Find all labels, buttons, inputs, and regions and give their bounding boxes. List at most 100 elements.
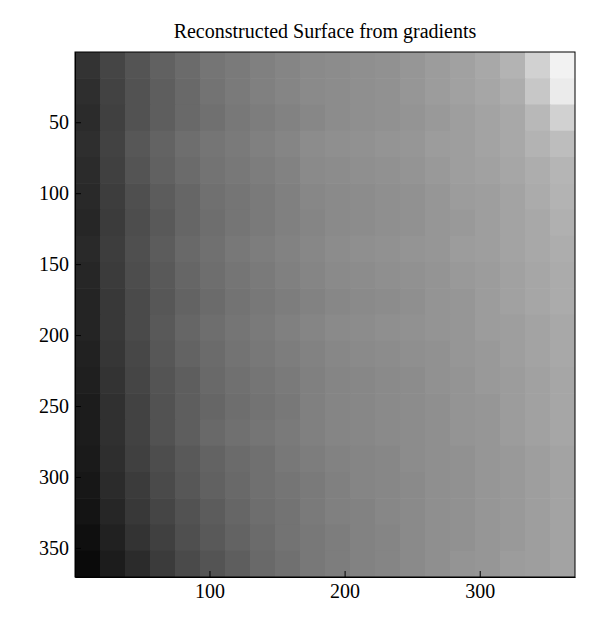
cell bbox=[275, 105, 301, 132]
cell bbox=[500, 183, 526, 210]
cell bbox=[375, 446, 401, 473]
tick: 250 bbox=[39, 395, 81, 417]
cell bbox=[250, 105, 276, 132]
cell bbox=[525, 446, 551, 473]
cell bbox=[425, 341, 451, 368]
cell bbox=[350, 498, 376, 525]
cell bbox=[300, 341, 326, 368]
cell bbox=[275, 446, 301, 473]
cell bbox=[500, 341, 526, 368]
cell bbox=[150, 131, 176, 158]
cell bbox=[200, 262, 226, 289]
cell bbox=[375, 262, 401, 289]
cell bbox=[425, 315, 451, 342]
cell bbox=[250, 472, 276, 499]
cell bbox=[375, 472, 401, 499]
cell bbox=[225, 341, 251, 368]
cell bbox=[75, 210, 101, 237]
cell bbox=[375, 551, 401, 577]
cell bbox=[275, 393, 301, 420]
cell bbox=[350, 472, 376, 499]
cell bbox=[425, 183, 451, 210]
cell bbox=[325, 446, 351, 473]
cell bbox=[100, 52, 126, 79]
cell bbox=[525, 52, 551, 79]
cell bbox=[450, 393, 476, 420]
cell bbox=[525, 210, 551, 237]
cell bbox=[400, 446, 426, 473]
tick: 300 bbox=[465, 571, 495, 602]
cell bbox=[550, 131, 575, 158]
cell bbox=[500, 551, 526, 577]
cell bbox=[550, 367, 575, 394]
cell bbox=[425, 367, 451, 394]
cell bbox=[325, 472, 351, 499]
cell bbox=[175, 498, 201, 525]
cell bbox=[200, 472, 226, 499]
cell bbox=[375, 315, 401, 342]
cell bbox=[225, 157, 251, 184]
cell bbox=[550, 236, 575, 263]
cell bbox=[375, 420, 401, 447]
cell bbox=[100, 367, 126, 394]
cell bbox=[500, 105, 526, 132]
cell bbox=[525, 262, 551, 289]
cell bbox=[400, 315, 426, 342]
cell bbox=[475, 446, 501, 473]
cell bbox=[275, 420, 301, 447]
cell bbox=[350, 183, 376, 210]
cell bbox=[225, 551, 251, 577]
cell bbox=[450, 210, 476, 237]
cell bbox=[125, 183, 151, 210]
tick-label: 50 bbox=[49, 111, 69, 133]
cell bbox=[500, 288, 526, 315]
cell bbox=[400, 393, 426, 420]
cell bbox=[250, 183, 276, 210]
cell bbox=[475, 367, 501, 394]
cell bbox=[250, 210, 276, 237]
cell bbox=[300, 472, 326, 499]
cell bbox=[150, 105, 176, 132]
cell bbox=[300, 236, 326, 263]
cell bbox=[375, 393, 401, 420]
cell bbox=[200, 341, 226, 368]
cell bbox=[125, 288, 151, 315]
cell bbox=[200, 498, 226, 525]
cell bbox=[250, 288, 276, 315]
cell bbox=[275, 472, 301, 499]
cell bbox=[375, 288, 401, 315]
cell bbox=[550, 341, 575, 368]
cell bbox=[400, 367, 426, 394]
cell bbox=[525, 183, 551, 210]
cell bbox=[325, 210, 351, 237]
cell bbox=[475, 262, 501, 289]
cell bbox=[500, 420, 526, 447]
cell bbox=[550, 498, 575, 525]
cell bbox=[125, 52, 151, 79]
cell bbox=[150, 157, 176, 184]
cell bbox=[325, 498, 351, 525]
cell bbox=[250, 78, 276, 105]
cell bbox=[500, 210, 526, 237]
cell bbox=[125, 341, 151, 368]
cell bbox=[275, 262, 301, 289]
cell bbox=[125, 131, 151, 158]
cell bbox=[175, 525, 201, 552]
cell bbox=[150, 236, 176, 263]
cell bbox=[225, 525, 251, 552]
plot-frame bbox=[75, 52, 575, 577]
cell bbox=[75, 183, 101, 210]
cell bbox=[175, 236, 201, 263]
tick: 100 bbox=[195, 571, 225, 602]
cell bbox=[525, 393, 551, 420]
cell bbox=[475, 525, 501, 552]
cell bbox=[350, 157, 376, 184]
cell bbox=[350, 131, 376, 158]
cell bbox=[75, 446, 101, 473]
cell bbox=[550, 525, 575, 552]
cell bbox=[300, 498, 326, 525]
y-axis: 50100150200250300350 bbox=[39, 53, 81, 578]
cell bbox=[300, 52, 326, 79]
cell bbox=[425, 157, 451, 184]
cell bbox=[75, 420, 101, 447]
